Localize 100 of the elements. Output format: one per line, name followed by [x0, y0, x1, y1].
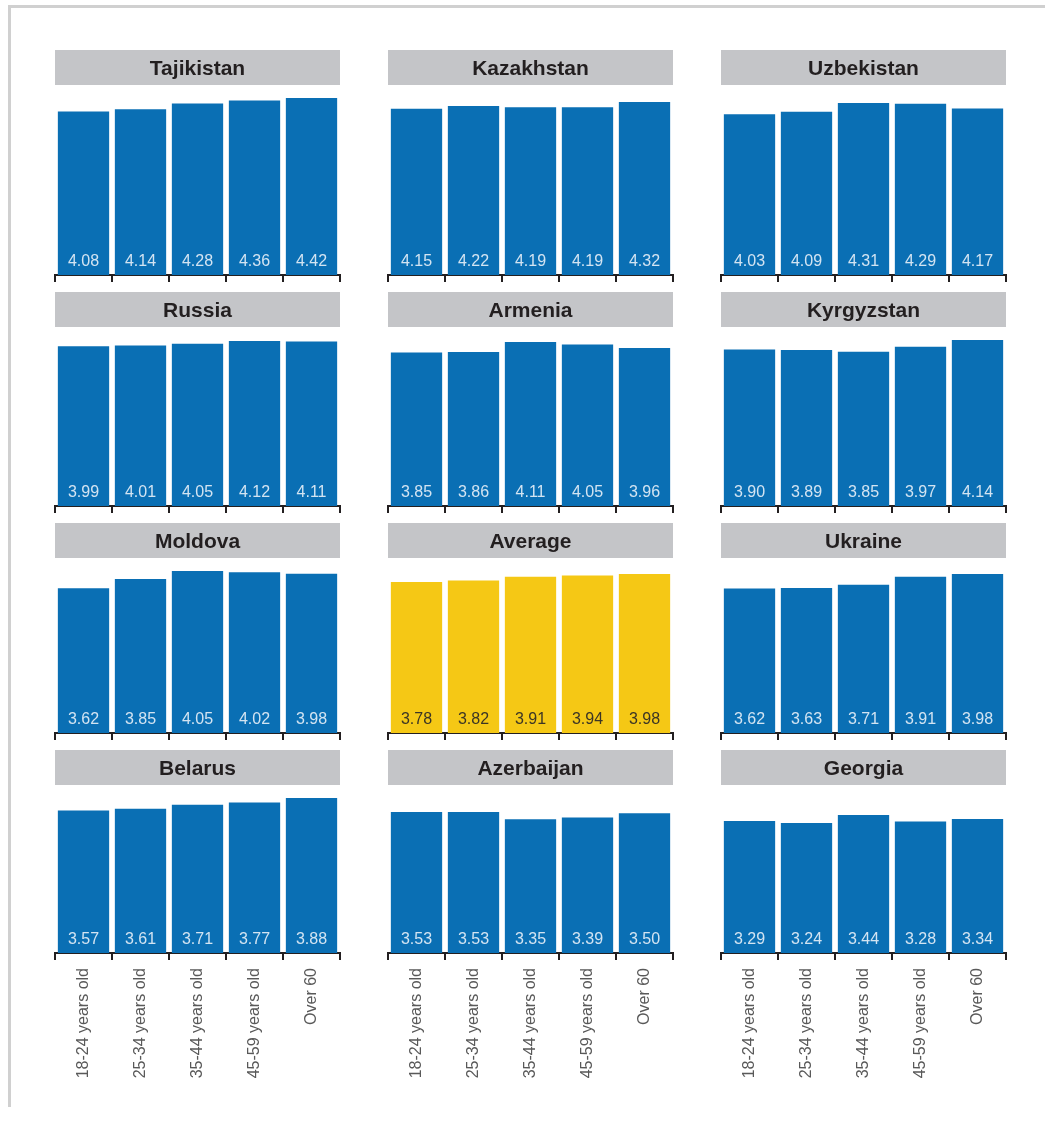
- data-label: 4.05: [181, 483, 214, 501]
- data-label: 4.11: [296, 483, 327, 501]
- data-label: 4.29: [904, 252, 937, 270]
- bar: [285, 573, 338, 733]
- bar: [837, 584, 890, 733]
- data-label: 3.61: [124, 930, 157, 948]
- x-tick-label: 18-24 years old: [739, 968, 757, 1079]
- chart-title: Georgia: [721, 750, 1006, 785]
- bar: [951, 108, 1004, 275]
- data-label: 4.05: [181, 710, 214, 728]
- bar: [723, 821, 776, 953]
- data-label: 3.34: [961, 930, 994, 948]
- data-label: 4.36: [238, 252, 271, 270]
- data-label: 4.31: [847, 252, 880, 270]
- x-tick-label: Over 60: [634, 967, 652, 1025]
- x-tick-label: 18-24 years old: [406, 968, 424, 1079]
- data-label: 3.53: [400, 930, 433, 948]
- data-label: 4.19: [571, 252, 604, 270]
- data-label: 3.39: [571, 930, 604, 948]
- data-label: 3.71: [847, 710, 880, 728]
- data-label: 3.98: [295, 710, 328, 728]
- bar: [57, 111, 110, 275]
- data-label: 3.28: [904, 930, 937, 948]
- data-label: 4.17: [961, 252, 994, 270]
- data-label: 4.12: [238, 483, 271, 501]
- chart-title: Kyrgyzstan: [721, 292, 1006, 327]
- bar: [951, 819, 1004, 953]
- data-label: 3.90: [733, 483, 766, 501]
- data-label: 4.08: [67, 252, 100, 270]
- data-label: 3.89: [790, 483, 823, 501]
- chart-title: Average: [388, 523, 673, 558]
- x-tick-label: Over 60: [967, 967, 985, 1025]
- chart-title: Uzbekistan: [721, 50, 1006, 85]
- bar: [780, 823, 833, 953]
- x-tick-label: 45-59 years old: [910, 968, 928, 1079]
- chart-title: Armenia: [388, 292, 673, 327]
- data-label: 4.05: [571, 483, 604, 501]
- data-label: 4.15: [400, 252, 433, 270]
- data-label: 3.35: [514, 930, 547, 948]
- data-label: 3.86: [457, 483, 490, 501]
- data-label: 3.85: [400, 483, 433, 501]
- bar: [285, 98, 338, 275]
- x-tick-label: 25-34 years old: [796, 968, 814, 1079]
- data-label: 3.29: [733, 930, 766, 948]
- x-tick-label: 35-44 years old: [187, 968, 205, 1079]
- data-label: 3.91: [514, 710, 547, 728]
- data-label: 4.11: [515, 483, 546, 501]
- bar: [780, 111, 833, 275]
- bar: [171, 571, 224, 733]
- data-label: 3.63: [790, 710, 823, 728]
- data-label: 3.24: [790, 930, 823, 948]
- data-label: 4.19: [514, 252, 547, 270]
- chart-title: Belarus: [55, 750, 340, 785]
- data-label: 3.44: [847, 930, 880, 948]
- bar: [723, 588, 776, 733]
- data-label: 3.78: [400, 710, 433, 728]
- chart-title: Ukraine: [721, 523, 1006, 558]
- bar: [228, 572, 281, 733]
- data-label: 3.53: [457, 930, 490, 948]
- chart-title: Moldova: [55, 523, 340, 558]
- data-label: 4.14: [961, 483, 994, 501]
- bar: [894, 103, 947, 275]
- data-label: 4.22: [457, 252, 490, 270]
- x-tick-label: 45-59 years old: [244, 968, 262, 1079]
- x-tick-label: 25-34 years old: [130, 968, 148, 1079]
- data-label: 3.94: [571, 710, 604, 728]
- data-label: 3.98: [961, 710, 994, 728]
- bar: [951, 574, 1004, 733]
- bar: [171, 103, 224, 275]
- bar: [723, 114, 776, 275]
- bar: [228, 100, 281, 275]
- data-label: 4.32: [628, 252, 661, 270]
- data-label: 3.57: [67, 930, 100, 948]
- x-tick-label: 25-34 years old: [463, 968, 481, 1079]
- data-label: 3.62: [733, 710, 766, 728]
- bar: [894, 821, 947, 953]
- data-label: 3.85: [124, 710, 157, 728]
- data-label: 3.85: [847, 483, 880, 501]
- chart-title: Tajikistan: [55, 50, 340, 85]
- bar: [894, 576, 947, 733]
- data-label: 3.88: [295, 930, 328, 948]
- data-label: 4.03: [733, 252, 766, 270]
- chart-title: Kazakhstan: [388, 50, 673, 85]
- chart-title: Azerbaijan: [388, 750, 673, 785]
- data-label: 3.82: [457, 710, 490, 728]
- bar: [57, 588, 110, 733]
- x-tick-label: 18-24 years old: [73, 968, 91, 1079]
- data-label: 3.71: [181, 930, 214, 948]
- data-label: 3.99: [67, 483, 100, 501]
- x-tick-label: 35-44 years old: [853, 968, 871, 1079]
- data-label: 4.14: [124, 252, 157, 270]
- bar: [114, 579, 167, 733]
- x-tick-label: Over 60: [301, 967, 319, 1025]
- data-label: 3.77: [238, 930, 271, 948]
- chart-title: Russia: [55, 292, 340, 327]
- data-label: 3.91: [904, 710, 937, 728]
- bar: [114, 109, 167, 275]
- data-label: 3.98: [628, 710, 661, 728]
- x-tick-label: 35-44 years old: [520, 968, 538, 1079]
- data-label: 3.97: [904, 483, 937, 501]
